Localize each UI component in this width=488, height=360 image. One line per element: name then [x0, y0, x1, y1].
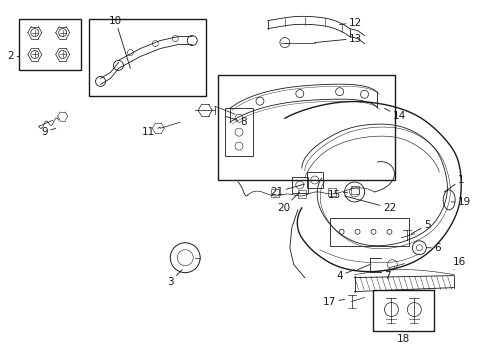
Text: 14: 14: [384, 108, 405, 121]
Bar: [297, 190, 305, 198]
Text: 3: 3: [166, 270, 182, 287]
Text: 10: 10: [109, 15, 130, 68]
Bar: [218, 75, 395, 180]
Text: 9: 9: [41, 127, 56, 137]
Bar: [224, 108, 252, 156]
Text: 13: 13: [314, 33, 362, 44]
Text: 5: 5: [410, 220, 430, 234]
Bar: [88, 19, 206, 96]
Text: 15: 15: [327, 190, 344, 200]
Text: 4: 4: [336, 270, 354, 281]
Text: 7: 7: [384, 268, 394, 281]
Text: 18: 18: [396, 332, 409, 345]
Text: 17: 17: [323, 297, 344, 306]
Bar: [350, 186, 358, 194]
Bar: [291, 177, 307, 193]
Bar: [306, 172, 322, 188]
Text: 1: 1: [443, 175, 464, 192]
Text: 21: 21: [270, 184, 304, 197]
Text: 22: 22: [344, 196, 395, 213]
Text: 6: 6: [426, 243, 440, 253]
Text: 16: 16: [451, 257, 465, 270]
Text: 20: 20: [277, 192, 299, 213]
Text: 11: 11: [142, 127, 160, 137]
Text: 12: 12: [339, 18, 362, 28]
Bar: [372, 289, 433, 332]
Bar: [19, 19, 81, 71]
Bar: [327, 188, 335, 196]
Text: 8: 8: [224, 116, 247, 127]
Text: 19: 19: [450, 197, 470, 207]
Bar: [329, 218, 408, 246]
Text: 2: 2: [8, 51, 19, 62]
Bar: [270, 189, 278, 197]
